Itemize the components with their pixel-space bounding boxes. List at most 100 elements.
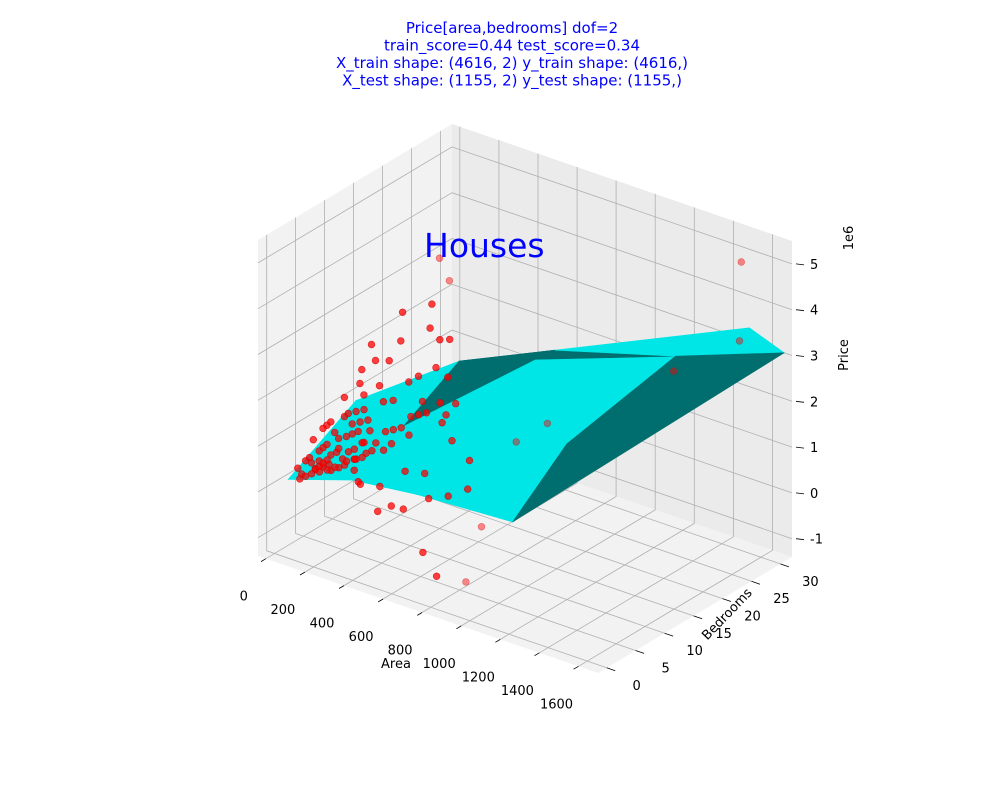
y-tick-label: 25 xyxy=(773,592,790,607)
title-line-1: Price[area,bedrooms] dof=2 xyxy=(406,19,618,37)
y-tick-mark xyxy=(606,667,616,672)
scatter-point xyxy=(405,378,413,386)
y-tick-label: 5 xyxy=(661,662,669,677)
z-tick-label: -1 xyxy=(810,533,823,548)
z-axis: -1 0 1 2 3 4 5 Price 1e6 xyxy=(795,226,857,548)
scatter-point xyxy=(331,463,339,471)
x-tick-label: 800 xyxy=(388,644,413,659)
x-tick-mark xyxy=(417,612,423,616)
scatter-point xyxy=(379,446,388,454)
scatter-point xyxy=(477,523,486,531)
x-tick-mark xyxy=(534,652,540,657)
scatter-point xyxy=(368,447,376,455)
scatter-point xyxy=(340,393,349,402)
scatter-point xyxy=(397,337,405,345)
y-tick-label: 20 xyxy=(744,610,761,625)
scatter-point xyxy=(360,405,368,414)
scatter-point xyxy=(512,438,520,446)
scatter-point xyxy=(436,399,444,407)
y-gridline-0 xyxy=(266,234,607,669)
x-tick-mark xyxy=(573,665,579,670)
scatter-point xyxy=(350,455,359,463)
scatter-point xyxy=(444,492,452,500)
scatter-point xyxy=(372,439,380,447)
scatter-point xyxy=(464,485,472,493)
scatter-point xyxy=(432,363,440,372)
scatter-point xyxy=(344,409,352,418)
scatter-point xyxy=(327,418,335,426)
y-tick-mark xyxy=(664,632,674,637)
x-gridline-3 xyxy=(382,167,578,600)
scatter-point xyxy=(389,426,397,434)
y-tick-mark xyxy=(693,615,703,620)
scatter-point xyxy=(407,412,415,421)
scatter-point xyxy=(669,367,678,375)
y-tick-mark xyxy=(751,580,761,585)
scatter-point xyxy=(334,434,343,443)
scatter-point xyxy=(371,356,380,365)
z-tick-label: 4 xyxy=(810,304,818,319)
scatter-point xyxy=(399,505,407,513)
x-gridline-6 xyxy=(500,207,695,640)
scatter-point xyxy=(415,411,423,419)
x-tick-mark xyxy=(299,571,306,576)
scatter-point xyxy=(309,436,317,444)
scatter-point xyxy=(428,300,436,308)
surface-facet xyxy=(512,352,785,523)
x-tick-label: 1200 xyxy=(462,670,495,685)
scatter-point xyxy=(452,399,460,408)
y-tick-label: 15 xyxy=(715,627,732,642)
scatter-point xyxy=(323,466,331,474)
x-gridline-7 xyxy=(539,220,734,654)
scatter-point xyxy=(354,427,362,436)
title-line-3: X_train shape: (4616, 2) y_train shape: … xyxy=(336,54,688,73)
scatter-point xyxy=(350,445,358,453)
scatter-point xyxy=(387,502,395,510)
z-tick-label: 3 xyxy=(810,350,818,365)
z-tick-mark xyxy=(795,309,805,312)
z-tick-mark xyxy=(795,263,805,266)
scatter-point xyxy=(414,372,423,380)
scatter-point xyxy=(422,409,431,417)
houses-annotation: Houses xyxy=(424,226,545,265)
scatter-point xyxy=(426,324,434,332)
y-gridline-3 xyxy=(353,182,694,617)
scatter-point xyxy=(376,482,384,491)
x-tick-label: 200 xyxy=(270,603,295,618)
scatter-point xyxy=(323,440,331,449)
scatter-point xyxy=(442,411,450,419)
scatter-point xyxy=(335,444,343,453)
scatter-point xyxy=(294,464,302,472)
scatter-point xyxy=(381,427,390,436)
x-axis: 0 200 400 600 800 1000 1200 1400 1600 Area xyxy=(240,558,579,712)
x-tick-label: 600 xyxy=(349,630,374,645)
scatter-point xyxy=(366,427,374,435)
y-gridline-2 xyxy=(324,200,665,634)
z-tick-label: 2 xyxy=(810,395,818,410)
x-tick-label: 400 xyxy=(310,617,335,632)
scatter-point xyxy=(401,467,409,475)
scatter-point xyxy=(419,548,427,557)
scatter-point xyxy=(385,357,393,365)
scatter-point xyxy=(735,337,744,345)
scatter-point xyxy=(348,420,356,428)
x-tick-mark xyxy=(495,639,501,643)
chart-title: Price[area,bedrooms] dof=2train_score=0.… xyxy=(336,19,688,91)
scatter-point xyxy=(444,373,452,381)
scatter-point xyxy=(375,382,384,390)
scatter-point xyxy=(405,431,413,439)
y-tick-label: 0 xyxy=(633,679,641,694)
scatter-point xyxy=(350,466,358,474)
z-tick-mark xyxy=(795,446,805,449)
z-tick-mark xyxy=(795,538,805,541)
x-gridline-5 xyxy=(460,193,656,627)
scatter-point xyxy=(331,428,339,437)
scatter-point xyxy=(397,424,405,432)
scatter-point xyxy=(367,340,376,349)
y-gridline-1 xyxy=(295,217,636,651)
scatter-point xyxy=(307,459,316,467)
y-tick-label: 30 xyxy=(802,575,819,590)
scatter-point xyxy=(418,397,427,406)
scatter-point xyxy=(435,254,444,262)
x-tick-label: 1000 xyxy=(423,657,456,672)
